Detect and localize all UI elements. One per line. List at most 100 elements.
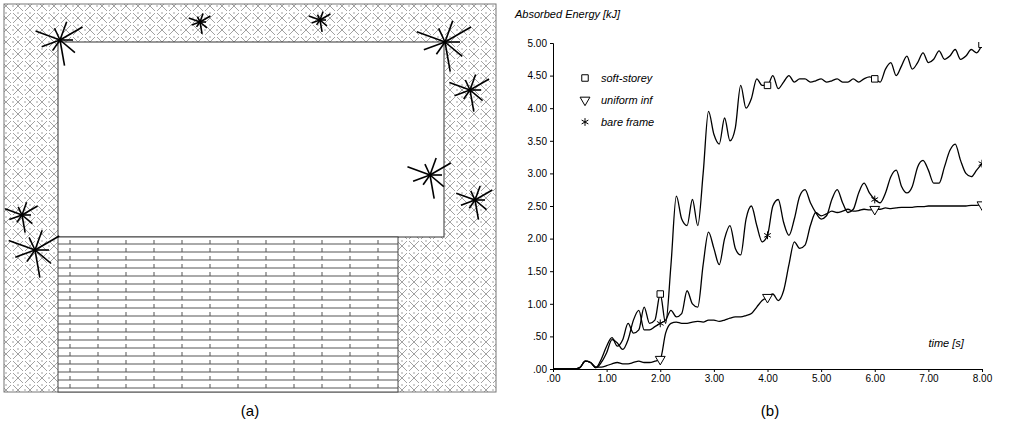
legend-marker xyxy=(580,97,590,106)
series-marker xyxy=(764,82,770,88)
panel-b: .001.002.003.004.005.006.007.008.00.00.5… xyxy=(514,8,993,384)
legend: soft-storeyuniform infbare frame xyxy=(580,72,654,128)
x-tick-mark xyxy=(875,369,876,372)
series-marker xyxy=(979,160,982,168)
x-tick-mark xyxy=(768,369,769,372)
series-line xyxy=(553,205,982,369)
y-tick-mark xyxy=(550,76,553,77)
x-tick: .00 xyxy=(547,369,561,384)
crack xyxy=(320,20,322,32)
cracks xyxy=(5,12,492,278)
y-tick-label: 5.00 xyxy=(528,38,548,49)
x-tick-mark xyxy=(821,369,822,372)
crack xyxy=(430,175,434,199)
y-tick-mark xyxy=(550,108,553,109)
y-tick-label: 4.00 xyxy=(528,103,548,114)
x-tick: 3.00 xyxy=(705,369,725,384)
crack xyxy=(454,90,470,96)
y-axis-title: Absorbed Energy [kJ] xyxy=(514,8,621,20)
x-tick: 4.00 xyxy=(758,369,778,384)
y-tick-mark xyxy=(550,336,553,337)
y-tick-label: 2.00 xyxy=(528,233,548,244)
x-tick-mark xyxy=(982,369,983,372)
x-tick-label: 3.00 xyxy=(705,373,725,384)
series-marker xyxy=(763,294,773,303)
crack xyxy=(465,80,470,90)
y-tick-mark xyxy=(550,239,553,240)
crack xyxy=(35,250,40,278)
series-marker xyxy=(655,356,665,365)
crack xyxy=(413,175,430,181)
y-tick-mark xyxy=(550,173,553,174)
crack xyxy=(42,40,60,47)
y-tick-label: 3.00 xyxy=(528,168,548,179)
crack xyxy=(35,236,59,250)
y-tick-label: .00 xyxy=(533,364,547,375)
series-marker xyxy=(657,291,663,297)
legend-marker xyxy=(582,118,589,126)
x-axis-title: time [s] xyxy=(928,337,964,349)
crack xyxy=(430,163,451,175)
y-tick-label: 4.50 xyxy=(528,70,548,81)
crack xyxy=(470,90,474,112)
legend-label: bare frame xyxy=(601,116,654,128)
x-tick-label: 1.00 xyxy=(597,373,617,384)
series-marker xyxy=(871,196,878,204)
y-tick: 5.00 xyxy=(528,38,553,49)
y-tick: 1.00 xyxy=(528,299,553,310)
crack xyxy=(445,42,450,72)
y-tick-label: 2.50 xyxy=(528,201,548,212)
crack xyxy=(320,14,330,20)
panel-a xyxy=(4,4,496,392)
y-tick-label: .50 xyxy=(533,331,547,342)
x-tick-mark xyxy=(607,369,608,372)
y-tick: .50 xyxy=(533,331,553,342)
x-tick: 1.00 xyxy=(597,369,617,384)
legend-label: uniform inf xyxy=(601,94,653,106)
opening xyxy=(58,42,444,237)
y-tick-label: 1.50 xyxy=(528,266,548,277)
x-tick-label: 6.00 xyxy=(866,373,886,384)
crack xyxy=(439,28,445,42)
series-marker xyxy=(870,206,880,215)
x-tick-label: 4.00 xyxy=(758,373,778,384)
y-tick: 3.00 xyxy=(528,168,553,179)
crack xyxy=(471,191,475,200)
crack xyxy=(15,250,35,257)
crack xyxy=(22,206,38,215)
y-tick-label: 3.50 xyxy=(528,136,548,147)
panel-label: (b) xyxy=(761,402,779,419)
crack xyxy=(55,28,60,40)
series-marker xyxy=(872,76,878,82)
y-tick-mark xyxy=(550,271,553,272)
y-axis: .00 .50 1.00 1.50 2.00 2.50 3.00 3.50 4.00 4.50 5.… xyxy=(528,38,554,375)
y-tick-mark xyxy=(550,43,553,44)
series-marker xyxy=(764,231,771,239)
y-tick-label: 1.00 xyxy=(528,299,548,310)
x-tick: 7.00 xyxy=(919,369,939,384)
crack xyxy=(425,164,430,175)
y-tick: 3.50 xyxy=(528,136,553,147)
x-tick-label: 5.00 xyxy=(812,373,832,384)
x-tick-label: 2.00 xyxy=(651,373,671,384)
y-tick: 4.00 xyxy=(528,103,553,114)
crack xyxy=(475,200,478,220)
crack xyxy=(461,200,475,205)
crack xyxy=(9,215,22,220)
crack xyxy=(312,20,320,23)
series-marker xyxy=(977,202,982,211)
x-tick-mark xyxy=(660,369,661,372)
x-axis-line xyxy=(554,370,983,373)
crack xyxy=(192,22,200,25)
series-line xyxy=(553,144,982,369)
x-tick-label: 7.00 xyxy=(919,373,939,384)
frame xyxy=(4,4,496,392)
legend-marker xyxy=(582,75,588,81)
y-tick: 4.50 xyxy=(528,70,553,81)
x-tick-mark xyxy=(714,369,715,372)
crack xyxy=(29,237,35,250)
x-tick-label: .00 xyxy=(547,373,561,384)
y-tick: 1.50 xyxy=(528,266,553,277)
crack xyxy=(200,22,202,34)
y-tick-mark xyxy=(550,369,553,370)
